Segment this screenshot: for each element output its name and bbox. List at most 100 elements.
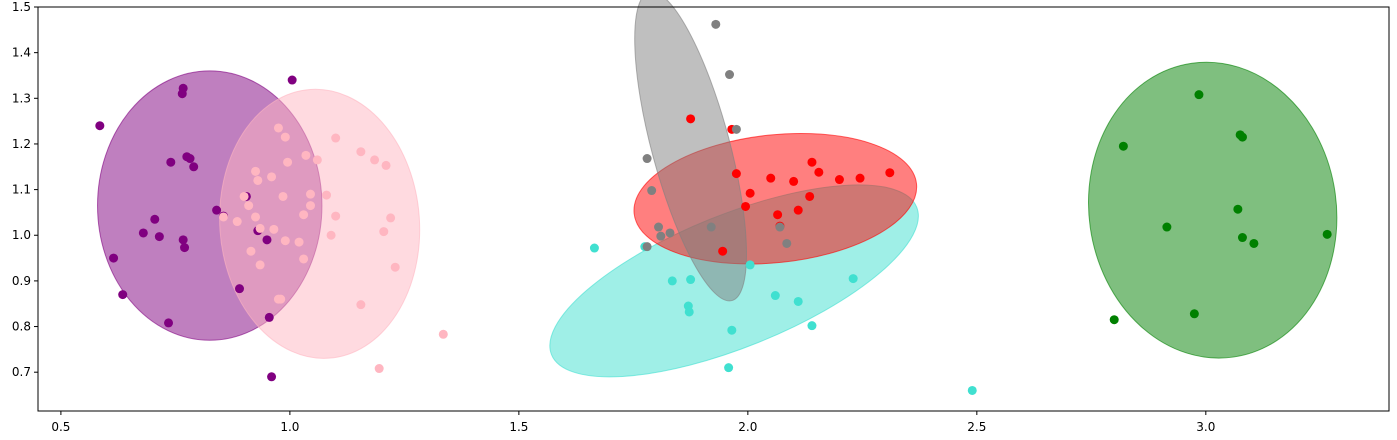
data-point-4 bbox=[731, 124, 741, 134]
data-point-5 bbox=[1189, 309, 1199, 319]
data-point-2 bbox=[807, 321, 817, 331]
data-point-0 bbox=[189, 162, 199, 172]
data-point-4 bbox=[647, 186, 657, 196]
data-point-1 bbox=[218, 212, 228, 222]
data-point-1 bbox=[283, 157, 293, 167]
data-point-1 bbox=[438, 329, 448, 339]
y-tick-label: 0.7 bbox=[12, 365, 31, 379]
data-point-1 bbox=[251, 212, 261, 222]
data-point-0 bbox=[138, 228, 148, 238]
data-point-1 bbox=[379, 227, 389, 237]
data-point-5 bbox=[1118, 141, 1128, 151]
data-point-1 bbox=[253, 175, 263, 185]
data-point-2 bbox=[727, 325, 737, 335]
data-point-2 bbox=[667, 276, 677, 286]
x-tick-label: 1.5 bbox=[509, 420, 528, 434]
data-point-1 bbox=[269, 224, 279, 234]
ellipse-layer bbox=[97, 0, 1338, 378]
data-point-4 bbox=[656, 231, 666, 241]
x-axis: 0.5 1.0 1.5 2.0 2.5 3.0 bbox=[51, 411, 1215, 434]
data-point-0 bbox=[166, 157, 176, 167]
data-point-0 bbox=[267, 372, 277, 382]
confidence-ellipse-1 bbox=[219, 88, 421, 359]
data-point-0 bbox=[178, 235, 188, 245]
data-point-0 bbox=[262, 235, 272, 245]
data-point-2 bbox=[793, 296, 803, 306]
data-point-1 bbox=[381, 160, 391, 170]
data-point-1 bbox=[276, 294, 286, 304]
data-point-0 bbox=[178, 83, 188, 93]
data-point-1 bbox=[267, 172, 277, 182]
data-point-5 bbox=[1109, 315, 1119, 325]
data-point-1 bbox=[299, 254, 309, 264]
data-point-3 bbox=[686, 114, 696, 124]
data-point-4 bbox=[642, 154, 652, 164]
data-point-1 bbox=[255, 260, 265, 270]
data-point-1 bbox=[331, 133, 341, 143]
y-tick-label: 0.9 bbox=[12, 274, 31, 288]
data-point-2 bbox=[848, 274, 858, 284]
data-point-2 bbox=[686, 275, 696, 285]
data-point-3 bbox=[855, 173, 865, 183]
data-point-5 bbox=[1194, 90, 1204, 100]
data-point-1 bbox=[244, 201, 254, 211]
data-point-2 bbox=[724, 363, 734, 373]
data-point-4 bbox=[706, 222, 716, 232]
data-point-0 bbox=[164, 318, 174, 328]
data-point-1 bbox=[301, 150, 311, 160]
data-point-5 bbox=[1249, 238, 1259, 248]
data-point-3 bbox=[731, 169, 741, 179]
y-tick-label: 1.2 bbox=[12, 137, 31, 151]
data-point-0 bbox=[154, 232, 164, 242]
axes-frame bbox=[37, 6, 1390, 412]
data-point-1 bbox=[251, 166, 261, 176]
data-point-0 bbox=[109, 253, 119, 263]
data-point-5 bbox=[1162, 222, 1172, 232]
data-point-2 bbox=[589, 243, 599, 253]
data-point-1 bbox=[232, 217, 242, 227]
data-point-2 bbox=[967, 385, 977, 395]
data-point-0 bbox=[212, 205, 222, 215]
confidence-ellipse-4 bbox=[634, 0, 747, 302]
data-point-3 bbox=[805, 191, 815, 201]
data-point-1 bbox=[305, 189, 315, 199]
y-tick-label: 1.5 bbox=[12, 0, 31, 14]
data-point-1 bbox=[331, 211, 341, 221]
data-point-3 bbox=[814, 167, 824, 177]
data-point-4 bbox=[711, 19, 721, 29]
x-tick-label: 2.5 bbox=[967, 420, 986, 434]
y-tick-label: 1.3 bbox=[12, 91, 31, 105]
data-point-0 bbox=[185, 154, 195, 164]
data-point-4 bbox=[665, 228, 675, 238]
data-point-1 bbox=[312, 155, 322, 165]
data-point-1 bbox=[294, 237, 304, 247]
data-point-2 bbox=[770, 291, 780, 301]
data-point-1 bbox=[246, 246, 256, 256]
data-point-1 bbox=[273, 123, 283, 133]
y-tick-label: 1.4 bbox=[12, 46, 31, 60]
data-point-1 bbox=[322, 190, 332, 200]
points-layer bbox=[95, 19, 1332, 395]
data-point-1 bbox=[280, 236, 290, 246]
y-tick-label: 1.1 bbox=[12, 183, 31, 197]
data-point-0 bbox=[118, 290, 128, 300]
data-point-0 bbox=[287, 75, 297, 85]
data-point-1 bbox=[299, 210, 309, 220]
data-point-2 bbox=[745, 260, 755, 270]
data-point-3 bbox=[807, 157, 817, 167]
data-point-1 bbox=[255, 223, 265, 233]
data-point-5 bbox=[1233, 204, 1243, 214]
data-point-2 bbox=[684, 307, 694, 317]
data-point-3 bbox=[885, 168, 895, 178]
x-tick-label: 0.5 bbox=[51, 420, 70, 434]
y-tick-label: 0.8 bbox=[12, 320, 31, 334]
data-point-1 bbox=[326, 230, 336, 240]
data-point-0 bbox=[264, 312, 274, 322]
data-point-5 bbox=[1237, 132, 1247, 142]
data-point-3 bbox=[745, 188, 755, 198]
data-point-3 bbox=[834, 175, 844, 185]
data-point-4 bbox=[654, 222, 664, 232]
data-point-1 bbox=[374, 364, 384, 374]
data-point-3 bbox=[773, 210, 783, 220]
